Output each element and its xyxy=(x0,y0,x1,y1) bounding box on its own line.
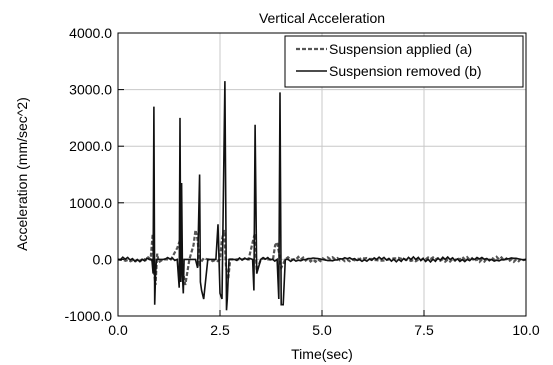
legend-label-suspension-removed: Suspension removed (b) xyxy=(329,63,482,79)
y-axis-title: Acceleration (mm/sec^2) xyxy=(14,97,30,251)
x-tick-label: 5.0 xyxy=(312,322,332,338)
y-tick-label: 2000.0 xyxy=(69,138,112,154)
x-tick-label: 10.0 xyxy=(512,322,539,338)
x-tick-label: 7.5 xyxy=(414,322,434,338)
x-tick-label: 2.5 xyxy=(210,322,230,338)
chart-title: Vertical Acceleration xyxy=(259,10,385,26)
y-tick-label: 3000.0 xyxy=(69,82,112,98)
x-tick-label: 0.0 xyxy=(108,322,128,338)
y-tick-label: 4000.0 xyxy=(69,25,112,41)
x-axis-title: Time(sec) xyxy=(291,346,353,362)
y-tick-label: -1000.0 xyxy=(65,308,113,324)
legend: Suspension applied (a) Suspension remove… xyxy=(285,36,523,87)
y-tick-label: 0.0 xyxy=(93,251,113,267)
legend-label-suspension-applied: Suspension applied (a) xyxy=(329,41,472,57)
y-tick-label: 1000.0 xyxy=(69,195,112,211)
